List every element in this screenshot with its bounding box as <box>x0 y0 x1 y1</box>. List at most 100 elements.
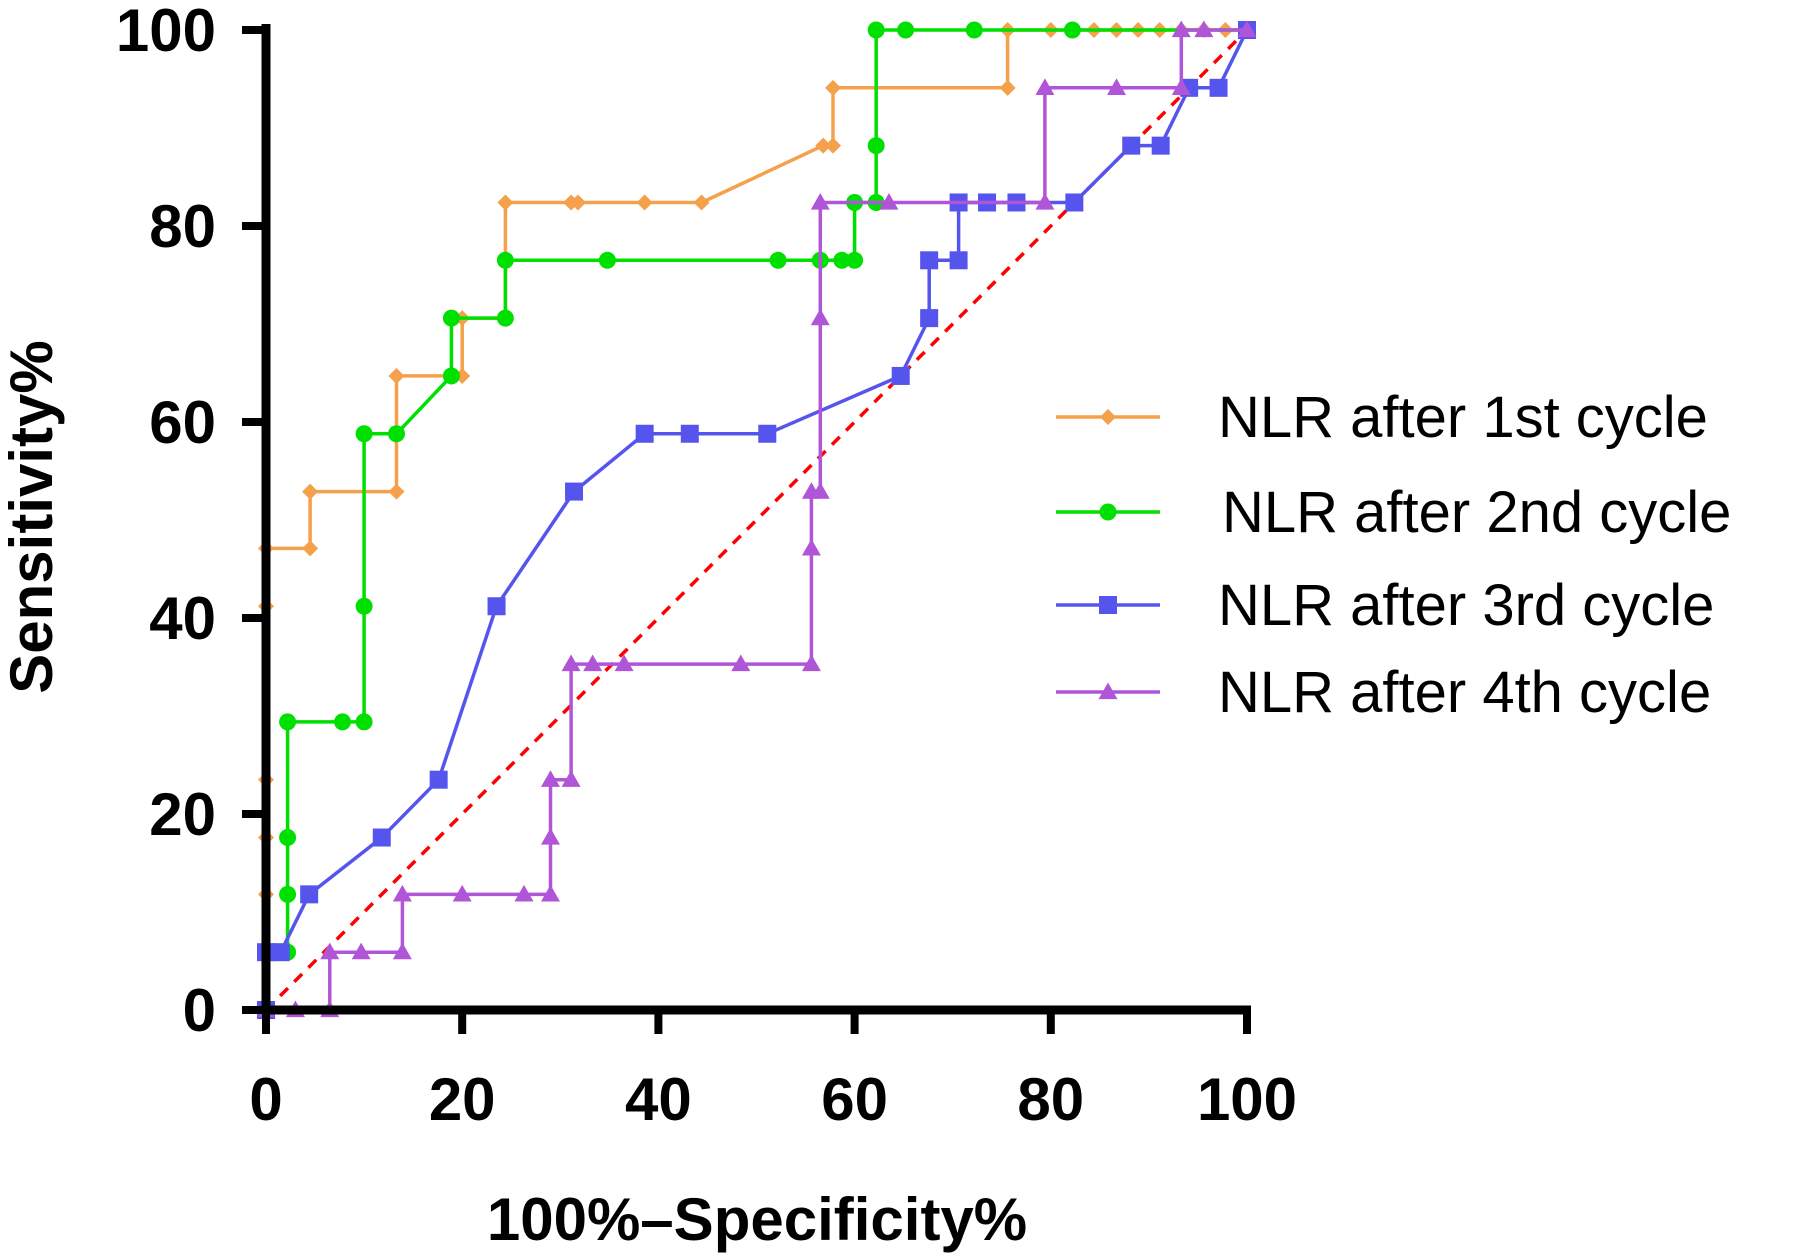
data-point <box>320 942 340 960</box>
data-point <box>1122 136 1141 155</box>
data-point <box>879 192 899 210</box>
legend: NLR after 1st cycle NLR after 2nd cycle NL… <box>1056 385 1731 725</box>
legend-item: NLR after 2nd cycle <box>1056 480 1731 545</box>
data-point <box>271 943 290 962</box>
legend-swatch-marker <box>1098 682 1118 700</box>
data-point <box>388 367 405 384</box>
legend-item: NLR after 3rd cycle <box>1056 573 1714 638</box>
data-point <box>949 251 968 270</box>
data-point <box>372 828 391 847</box>
data-point <box>392 942 412 960</box>
data-point <box>810 308 830 326</box>
legend-item: NLR after 1st cycle <box>1056 385 1708 450</box>
data-point <box>1237 20 1257 38</box>
data-point <box>279 829 297 847</box>
data-point <box>300 885 319 904</box>
legend-label: NLR after 1st cycle <box>1218 385 1708 450</box>
y-tick-label: 40 <box>149 585 216 652</box>
data-point <box>561 770 581 787</box>
data-point <box>540 770 560 787</box>
y-tick-label: 80 <box>149 193 216 260</box>
data-point <box>302 540 319 557</box>
legend-swatch-marker <box>1099 596 1117 614</box>
data-point <box>583 654 603 672</box>
legend-label: NLR after 3rd cycle <box>1218 573 1714 638</box>
data-point <box>815 137 832 154</box>
data-point <box>565 482 584 501</box>
legend-label: NLR after 4th cycle <box>1218 660 1711 725</box>
y-axis-title: Sensitivity% <box>0 340 65 693</box>
data-point <box>496 309 514 327</box>
legend-label: NLR after 2nd cycle <box>1222 480 1731 545</box>
data-point <box>392 884 412 902</box>
x-axis-title: 100%–Specificity% <box>487 1186 1027 1253</box>
data-point <box>387 425 405 443</box>
data-point <box>598 251 616 269</box>
data-point <box>496 251 514 269</box>
series-3 <box>257 21 1256 1019</box>
data-point <box>801 538 821 556</box>
data-point <box>351 942 371 960</box>
data-point <box>693 194 710 211</box>
data-point <box>442 367 460 385</box>
data-point <box>497 194 514 211</box>
axes-layer <box>261 24 1251 1015</box>
data-point <box>867 137 885 155</box>
y-tick-label: 100 <box>116 0 216 64</box>
x-tick-label: 80 <box>1017 1066 1084 1133</box>
data-point <box>388 483 405 500</box>
data-point <box>680 424 699 443</box>
data-point <box>355 425 373 443</box>
y-tick-label: 20 <box>149 781 216 848</box>
data-point <box>355 597 373 615</box>
data-point <box>355 713 373 731</box>
legend-item: NLR after 4th cycle <box>1056 660 1711 725</box>
data-point <box>1171 20 1191 38</box>
data-point <box>999 79 1016 96</box>
data-point <box>920 251 939 270</box>
x-tick-label: 0 <box>249 1066 282 1133</box>
data-point <box>810 192 830 210</box>
data-point <box>569 194 586 211</box>
data-point <box>769 251 787 269</box>
data-point <box>1151 136 1170 155</box>
data-point <box>279 713 297 731</box>
data-point <box>731 654 751 672</box>
data-point <box>846 251 864 269</box>
y-tick-label: 0 <box>183 977 216 1044</box>
data-point <box>334 713 352 731</box>
data-point <box>636 194 653 211</box>
data-point <box>1194 20 1214 38</box>
x-tick-label: 100 <box>1197 1066 1297 1133</box>
data-point <box>1035 192 1055 210</box>
data-point <box>614 654 634 672</box>
data-point <box>279 885 297 903</box>
data-point <box>801 654 821 672</box>
data-point <box>514 884 534 902</box>
data-point <box>302 483 319 500</box>
data-point <box>1035 78 1055 95</box>
data-point <box>825 79 842 96</box>
data-point <box>810 482 830 499</box>
data-point <box>442 309 460 327</box>
data-point <box>487 597 506 616</box>
data-point <box>540 884 560 902</box>
legend-swatch-marker <box>1099 503 1117 521</box>
data-point <box>1063 21 1081 39</box>
data-point <box>452 884 472 902</box>
data-point <box>758 424 777 443</box>
data-point <box>833 251 851 269</box>
series-line <box>264 28 1247 1010</box>
ticks-layer: 0 20 40 60 80 100 0 20 40 60 80 100 <box>116 0 1297 1133</box>
data-point <box>965 21 983 39</box>
data-point <box>1209 78 1228 97</box>
data-point <box>920 309 939 328</box>
x-tick-label: 20 <box>429 1066 496 1133</box>
data-point <box>540 828 560 845</box>
legend-swatch-marker <box>1100 409 1116 425</box>
data-point <box>635 424 654 443</box>
data-point <box>897 21 915 39</box>
x-tick-label: 40 <box>625 1066 692 1133</box>
data-point <box>429 770 448 789</box>
